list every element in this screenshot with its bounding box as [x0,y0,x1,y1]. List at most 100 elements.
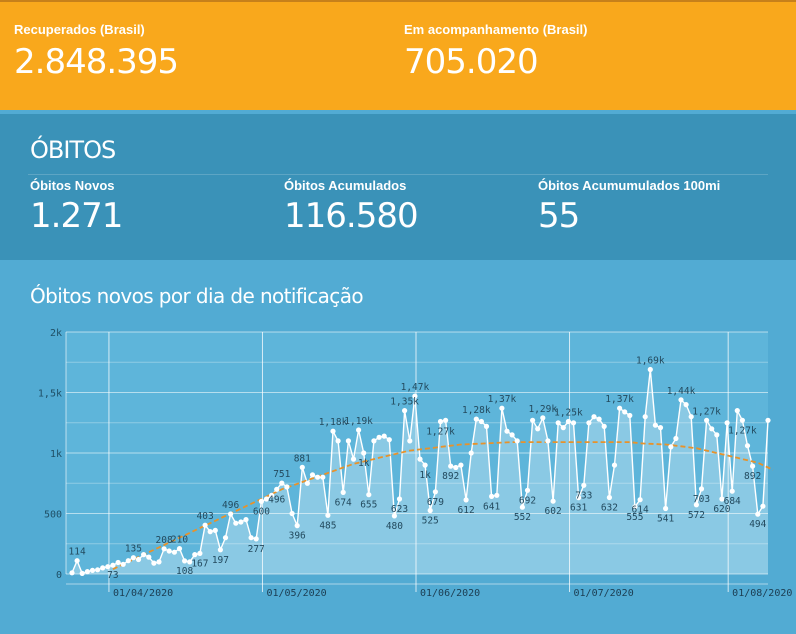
data-point[interactable] [279,480,285,486]
data-point[interactable] [489,493,495,499]
data-point[interactable] [693,502,700,508]
data-point[interactable] [678,397,684,403]
data-point[interactable] [514,438,520,444]
data-point[interactable] [238,519,244,525]
data-point[interactable] [269,492,275,498]
data-point[interactable] [519,504,526,510]
data-point[interactable] [611,462,618,468]
data-point[interactable] [228,511,234,517]
data-point[interactable] [688,414,694,420]
data-point[interactable] [197,550,203,556]
data-point[interactable] [606,494,613,501]
data-point[interactable] [161,546,167,552]
data-point[interactable] [299,464,305,470]
data-point[interactable] [340,489,346,495]
data-point[interactable] [657,425,664,431]
data-point[interactable] [504,428,510,434]
data-point[interactable] [212,527,218,533]
data-point[interactable] [315,474,321,480]
data-point[interactable] [284,484,290,490]
data-point[interactable] [335,438,341,444]
data-point[interactable] [560,425,566,431]
data-point[interactable] [760,503,766,509]
data-point[interactable] [412,393,418,399]
data-point[interactable] [524,487,531,493]
data-point[interactable] [151,560,157,566]
data-point[interactable] [714,432,720,438]
data-point[interactable] [407,438,413,444]
data-point[interactable] [356,427,362,433]
data-point[interactable] [233,520,239,526]
data-point[interactable] [570,420,577,426]
data-point[interactable] [345,438,351,444]
data-point[interactable] [632,504,638,510]
data-point[interactable] [258,498,264,504]
data-point[interactable] [176,546,183,552]
data-point[interactable] [663,505,669,512]
data-point[interactable] [704,417,710,423]
data-point[interactable] [576,495,582,501]
data-point[interactable] [202,522,208,528]
data-point[interactable] [130,555,136,561]
data-point[interactable] [263,496,270,502]
data-point[interactable] [391,513,397,519]
data-point[interactable] [350,456,357,462]
data-point[interactable] [591,414,597,420]
data-point[interactable] [325,512,331,518]
data-point[interactable] [115,559,121,566]
data-point[interactable] [601,423,607,429]
data-point[interactable] [647,366,653,373]
data-point[interactable] [304,480,310,486]
data-point[interactable] [463,497,469,503]
data-point[interactable] [483,423,490,429]
data-point[interactable] [642,414,648,420]
data-point[interactable] [95,567,101,573]
data-point[interactable] [509,432,515,438]
data-point[interactable] [627,412,633,419]
data-point[interactable] [110,562,116,568]
data-point[interactable] [166,548,172,554]
data-point[interactable] [79,570,85,576]
data-point[interactable] [729,488,735,494]
data-point[interactable] [765,417,771,423]
data-point[interactable] [309,472,316,478]
data-point[interactable] [668,444,674,450]
data-point[interactable] [105,564,111,570]
data-point[interactable] [709,426,715,432]
data-point[interactable] [366,492,372,498]
data-point[interactable] [402,408,408,414]
data-point[interactable] [432,489,438,495]
data-point[interactable] [499,405,505,411]
data-point[interactable] [371,438,377,444]
data-point[interactable] [530,417,536,423]
data-point[interactable] [135,556,142,563]
data-point[interactable] [581,482,587,488]
data-point[interactable] [596,416,602,422]
data-point[interactable] [637,497,643,503]
data-point[interactable] [217,547,223,553]
data-point[interactable] [120,561,126,567]
data-point[interactable] [289,510,295,517]
data-point[interactable] [652,422,659,428]
data-point[interactable] [146,554,152,560]
data-point[interactable] [396,496,403,502]
data-point[interactable] [437,418,444,425]
data-point[interactable] [156,559,162,565]
data-point[interactable] [320,474,326,480]
data-point[interactable] [550,498,556,504]
data-point[interactable] [171,549,177,555]
data-point[interactable] [187,559,193,565]
data-point[interactable] [243,517,249,523]
data-point[interactable] [458,462,464,468]
data-point[interactable] [565,418,572,425]
data-point[interactable] [494,492,500,498]
data-point[interactable] [478,418,484,425]
data-point[interactable] [755,511,761,517]
data-point[interactable] [253,536,259,542]
data-point[interactable] [89,567,96,573]
data-point[interactable] [294,523,300,529]
data-point[interactable] [207,529,213,535]
data-point[interactable] [545,438,551,444]
data-point[interactable] [724,420,730,426]
data-point[interactable] [422,462,428,468]
